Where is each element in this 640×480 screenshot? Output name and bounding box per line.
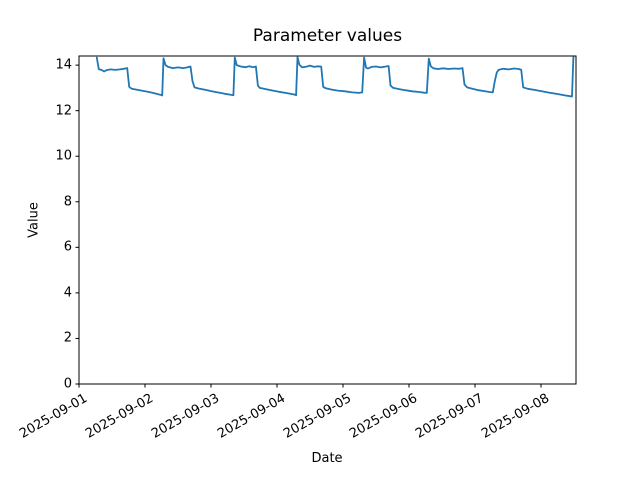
- y-tick-label: 4: [63, 285, 72, 301]
- chart-title: Parameter values: [252, 26, 403, 46]
- plot-spines: [78, 55, 577, 385]
- y-tick-label: 14: [55, 57, 72, 73]
- y-axis-label: Value: [26, 202, 42, 238]
- x-axis-label: Date: [311, 451, 343, 466]
- y-tick-label: 8: [63, 194, 72, 210]
- series-line: [95, 56, 575, 98]
- y-tick-label: 2: [63, 330, 72, 346]
- y-tick-label: 6: [63, 239, 72, 255]
- y-tick-label: 12: [55, 103, 72, 119]
- y-tick-label: 0: [63, 376, 72, 392]
- y-tick-label: 10: [55, 148, 72, 164]
